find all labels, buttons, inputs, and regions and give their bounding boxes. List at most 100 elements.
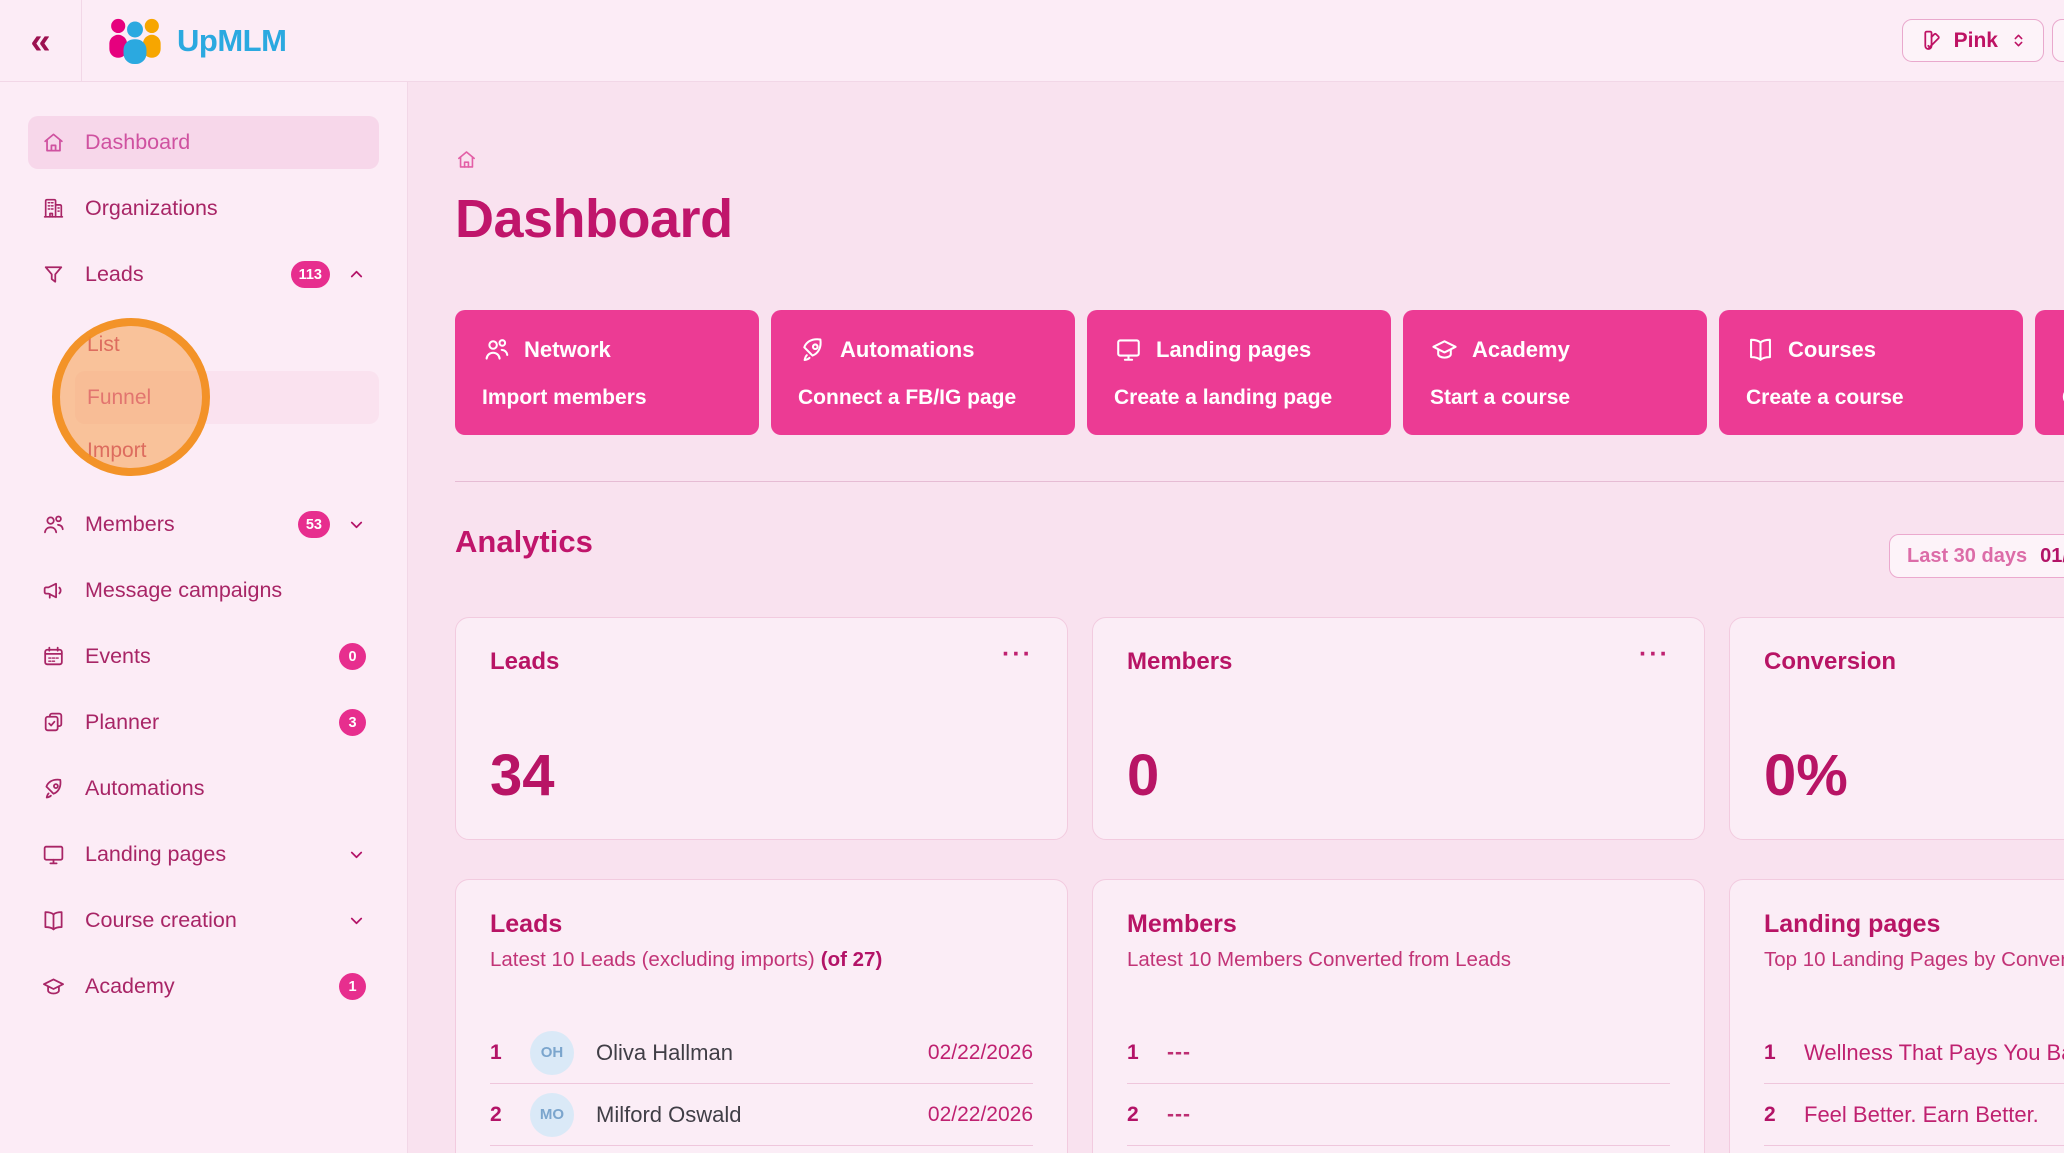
sidebar-collapse-button[interactable]: « <box>0 0 82 81</box>
sidebar-subitem-import[interactable]: Import <box>87 438 147 462</box>
stat-card-conversion: Conversion 0% <box>1729 617 2064 840</box>
chevron-down-icon[interactable] <box>347 911 366 930</box>
rocket-icon <box>803 338 822 362</box>
list-card-landing-pages: Landing pages Top 10 Landing Pages by Co… <box>1729 879 2064 1153</box>
list-title: Members <box>1127 910 1237 938</box>
avatar: OH <box>530 1030 574 1075</box>
stat-card-leads: Leads ··· 34 <box>455 617 1068 840</box>
date-range-value: 01/2 <box>2040 544 2064 567</box>
stat-card-members: Members ··· 0 <box>1092 617 1705 840</box>
double-chevron-left-icon: « <box>30 19 51 61</box>
topbar-right: Pink <box>1901 19 2064 62</box>
card-menu-button[interactable]: ··· <box>1002 640 1033 668</box>
lists-row: Leads Latest 10 Leads (excluding imports… <box>455 879 2064 1153</box>
sidebar-item-label: Organizations <box>85 196 218 220</box>
open-book-icon <box>1750 338 1771 361</box>
brand[interactable]: UpMLM <box>106 18 287 64</box>
list-card-leads: Leads Latest 10 Leads (excluding imports… <box>455 879 1068 1153</box>
date-range-selector[interactable]: Last 30 days 01/2 <box>1889 534 2064 578</box>
leads-count-badge: 113 <box>290 261 330 288</box>
sidebar-item-landing-pages[interactable]: Landing pages <box>28 828 379 881</box>
sidebar-item-label: Members <box>85 512 175 536</box>
sidebar: Dashboard Organizations Leads 113 List F… <box>0 82 408 1153</box>
up-down-chevron-icon <box>2014 34 2023 47</box>
stat-value: 0 <box>1127 743 1160 808</box>
member-row[interactable]: 2 --- <box>1127 1084 1670 1146</box>
list-card-members: Members Latest 10 Members Converted from… <box>1092 879 1705 1153</box>
analytics-header: Analytics Last 30 days 01/2 <box>455 524 2064 578</box>
brand-name: UpMLM <box>177 22 287 58</box>
sidebar-subitem-funnel[interactable]: Funnel <box>75 371 379 424</box>
people-icon <box>44 515 64 534</box>
stat-title: Conversion <box>1764 648 1897 675</box>
quick-action-landing-pages[interactable]: Landing pages Create a landing page <box>1087 310 1391 435</box>
monitor-icon <box>43 845 64 865</box>
partial-topbar-button[interactable] <box>2052 19 2064 62</box>
avatar: MO <box>530 1092 574 1137</box>
sidebar-item-leads[interactable]: Leads 113 <box>28 248 379 301</box>
list-title: Landing pages <box>1764 910 1941 938</box>
quick-action-automations[interactable]: Automations Connect a FB/IG page <box>771 310 1075 435</box>
graduation-cap-icon <box>43 978 64 995</box>
stat-value: 0% <box>1764 743 1848 808</box>
planner-count-badge: 3 <box>339 709 366 736</box>
theme-selector-button[interactable]: Pink <box>1901 19 2044 62</box>
sidebar-item-planner[interactable]: Planner 3 <box>28 696 379 749</box>
section-divider <box>455 481 2064 482</box>
chevron-down-icon[interactable] <box>347 845 366 864</box>
list-subtitle: Latest 10 Members Converted from Leads <box>1127 948 1511 971</box>
palette-swatch-icon <box>1924 30 1940 50</box>
page-title: Dashboard <box>455 189 733 249</box>
sidebar-item-automations[interactable]: Automations <box>28 762 379 815</box>
open-book-icon <box>44 911 63 931</box>
analytics-heading: Analytics <box>455 524 593 559</box>
people-icon <box>485 339 509 360</box>
list-subtitle: Top 10 Landing Pages by Convers <box>1764 948 2064 971</box>
calendar-icon <box>44 646 63 666</box>
stat-value: 34 <box>490 743 555 808</box>
monitor-icon <box>1117 339 1140 361</box>
members-count-badge: 53 <box>297 511 330 538</box>
stat-title: Members <box>1127 648 1233 675</box>
landing-page-row[interactable]: 2 Feel Better. Earn Better. <box>1764 1084 2064 1146</box>
sidebar-item-course-creation[interactable]: Course creation <box>28 894 379 947</box>
leads-submenu: List Funnel Import <box>75 318 379 477</box>
lead-row[interactable]: 1 OH Oliva Hallman 02/22/2026 <box>490 1022 1033 1084</box>
sidebar-item-label: Leads <box>85 262 144 286</box>
stat-title: Leads <box>490 648 560 675</box>
quick-action-courses[interactable]: Courses Create a course <box>1719 310 2023 435</box>
quick-action-academy[interactable]: Academy Start a course <box>1403 310 1707 435</box>
lead-row[interactable]: 2 MO Milford Oswald 02/22/2026 <box>490 1084 1033 1146</box>
graduation-cap-icon <box>1432 340 1457 359</box>
main-content: Dashboard Network Import members Automat… <box>409 82 2064 1153</box>
sidebar-item-label: Course creation <box>85 908 237 932</box>
clipboard-check-icon <box>44 712 63 732</box>
quick-action-network[interactable]: Network Import members <box>455 310 759 435</box>
sidebar-item-organizations[interactable]: Organizations <box>28 182 379 235</box>
sidebar-item-label: Landing pages <box>85 842 227 866</box>
sidebar-item-dashboard[interactable]: Dashboard <box>28 116 379 169</box>
breadcrumb-home-icon[interactable] <box>455 148 478 171</box>
card-menu-button[interactable]: ··· <box>1639 640 1670 668</box>
list-title: Leads <box>490 910 563 938</box>
topbar: « UpMLM Pink <box>0 0 2064 82</box>
chevron-down-icon[interactable] <box>347 515 366 534</box>
sidebar-item-events[interactable]: Events 0 <box>28 630 379 683</box>
sidebar-subitem-list[interactable]: List <box>87 332 120 356</box>
funnel-icon <box>44 266 63 283</box>
sidebar-item-members[interactable]: Members 53 <box>28 498 379 551</box>
sidebar-item-label: Planner <box>85 710 160 734</box>
sidebar-item-message-campaigns[interactable]: Message campaigns <box>28 564 379 617</box>
megaphone-icon <box>43 582 62 599</box>
sidebar-item-label: Automations <box>85 776 205 800</box>
chevron-up-icon[interactable] <box>347 265 366 284</box>
sidebar-item-academy[interactable]: Academy 1 <box>28 960 379 1013</box>
home-icon <box>44 133 63 152</box>
quick-action-partial[interactable]: C <box>2035 310 2064 435</box>
academy-count-badge: 1 <box>339 973 366 1000</box>
list-subtitle: Latest 10 Leads (excluding imports) (of 2… <box>490 948 883 971</box>
member-row[interactable]: 1 --- <box>1127 1022 1670 1084</box>
landing-page-row[interactable]: 1 Wellness That Pays You Back <box>1764 1022 2064 1084</box>
sidebar-item-label: Academy <box>85 974 175 998</box>
date-range-label: Last 30 days <box>1907 544 2028 567</box>
